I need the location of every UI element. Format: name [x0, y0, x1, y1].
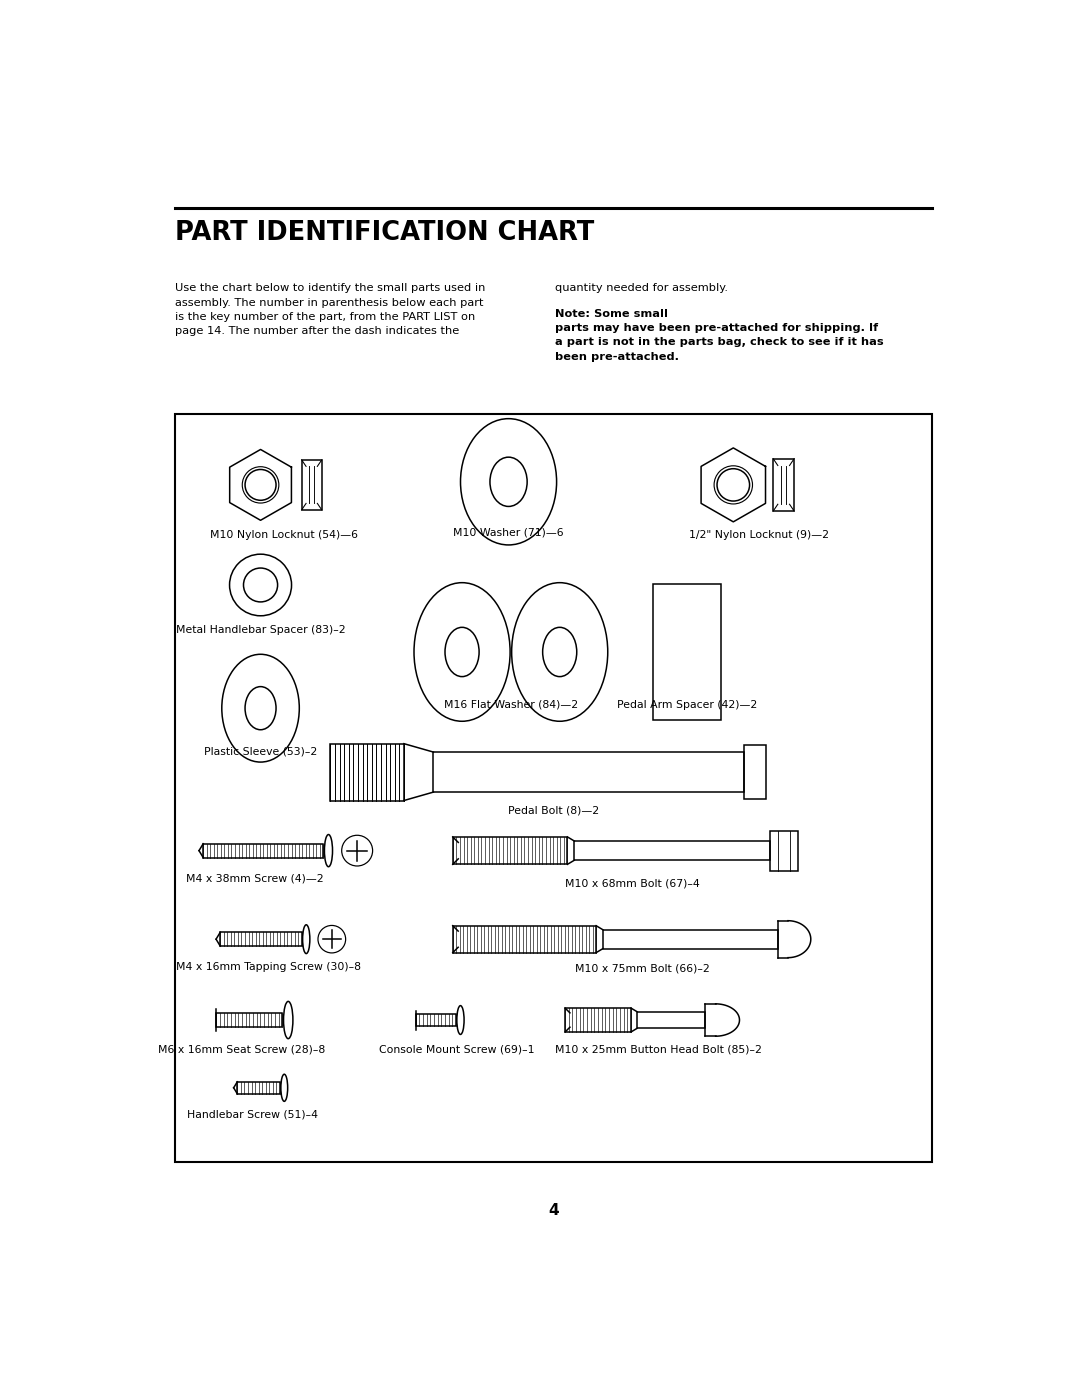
Bar	[453, 926, 596, 953]
Bar	[744, 745, 766, 799]
Bar	[637, 1011, 705, 1028]
Bar	[652, 584, 720, 719]
Text: Plastic Sleeve (53)–2: Plastic Sleeve (53)–2	[204, 746, 318, 757]
Text: Console Mount Screw (69)–1: Console Mount Screw (69)–1	[379, 1045, 535, 1055]
Text: Pedal Bolt (8)—2: Pedal Bolt (8)—2	[508, 806, 599, 816]
Bar	[603, 930, 779, 949]
Text: M10 x 75mm Bolt (66)–2: M10 x 75mm Bolt (66)–2	[576, 964, 710, 974]
Text: Metal Handlebar Spacer (83)–2: Metal Handlebar Spacer (83)–2	[176, 624, 346, 636]
Text: M16 Flat Washer (84)—2: M16 Flat Washer (84)—2	[444, 700, 578, 710]
Text: 4: 4	[549, 1203, 558, 1218]
Text: PART IDENTIFICATION CHART: PART IDENTIFICATION CHART	[175, 219, 595, 246]
Bar	[203, 844, 323, 858]
Bar	[433, 752, 744, 792]
Bar	[220, 932, 301, 946]
Bar	[770, 831, 798, 870]
Bar	[330, 743, 404, 800]
Text: Pedal Arm Spacer (42)—2: Pedal Arm Spacer (42)—2	[617, 700, 757, 710]
Text: Use the chart below to identify the small parts used in
assembly. The number in : Use the chart below to identify the smal…	[175, 284, 486, 337]
Bar	[175, 414, 932, 1162]
Text: M10 Washer (71)—6: M10 Washer (71)—6	[454, 527, 564, 538]
Text: M10 x 68mm Bolt (67)–4: M10 x 68mm Bolt (67)–4	[565, 879, 700, 888]
Text: M6 x 16mm Seat Screw (28)–8: M6 x 16mm Seat Screw (28)–8	[159, 1045, 325, 1055]
Bar	[575, 841, 770, 861]
Bar	[773, 458, 794, 511]
Text: Handlebar Screw (51)–4: Handlebar Screw (51)–4	[187, 1109, 319, 1119]
Bar	[453, 837, 567, 865]
Text: M10 Nylon Locknut (54)—6: M10 Nylon Locknut (54)—6	[210, 529, 357, 539]
Text: quantity needed for assembly.: quantity needed for assembly.	[555, 284, 731, 293]
Bar	[416, 1014, 456, 1027]
Text: M4 x 38mm Screw (4)—2: M4 x 38mm Screw (4)—2	[187, 873, 324, 884]
Text: Note: Some small
parts may have been pre-attached for shipping. If
a part is not: Note: Some small parts may have been pre…	[555, 309, 883, 362]
Bar	[565, 1009, 631, 1032]
Text: M10 x 25mm Button Head Bolt (85)–2: M10 x 25mm Button Head Bolt (85)–2	[555, 1045, 761, 1055]
Text: M4 x 16mm Tapping Screw (30)–8: M4 x 16mm Tapping Screw (30)–8	[176, 963, 361, 972]
Bar	[301, 460, 322, 510]
Bar	[238, 1081, 280, 1094]
Text: 1/2" Nylon Locknut (9)—2: 1/2" Nylon Locknut (9)—2	[689, 529, 828, 539]
Bar	[216, 1013, 282, 1027]
